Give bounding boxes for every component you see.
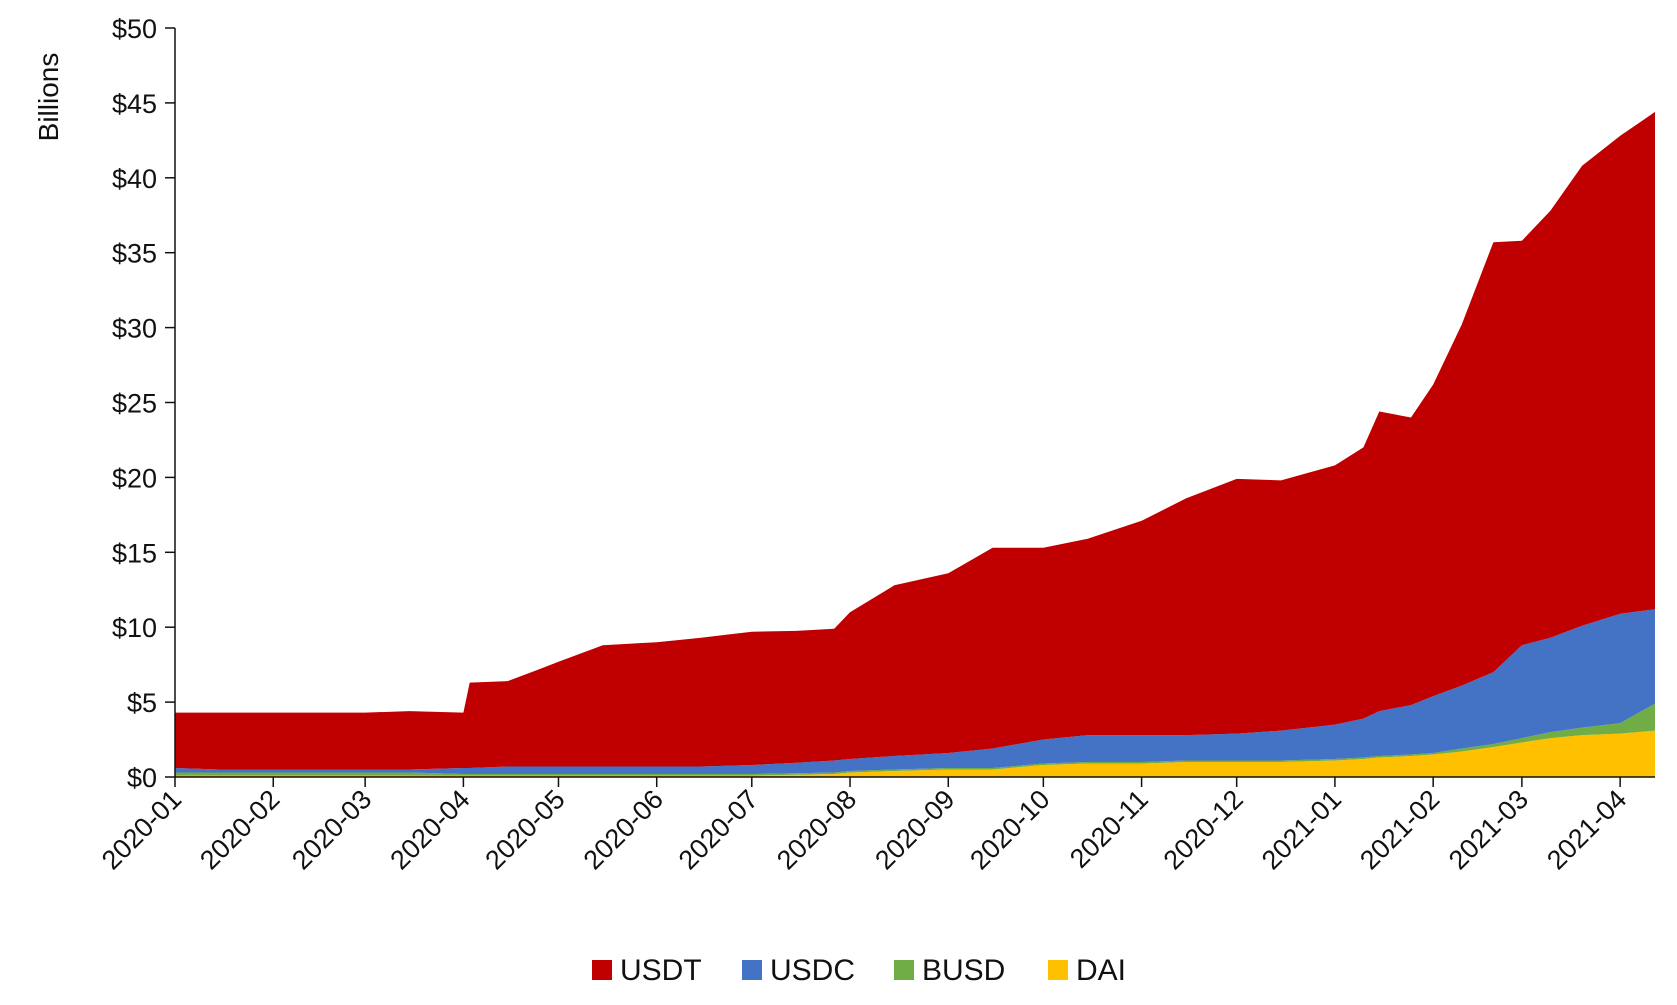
- area-dai: [175, 730, 1655, 777]
- legend-swatch: [1048, 960, 1068, 980]
- y-tick-label: $35: [112, 239, 157, 269]
- y-tick-label: $20: [112, 463, 157, 493]
- x-tick-label: 2020-05: [479, 784, 570, 875]
- x-tick-label: 2021-01: [1256, 784, 1347, 875]
- x-tick-label: 2020-02: [194, 784, 285, 875]
- series-areas: [175, 111, 1655, 777]
- x-tick-label: 2020-01: [96, 784, 187, 875]
- y-axis-ticks: $0 $5 $10 $15 $20 $25 $30 $35 $40 $45 $50: [112, 14, 175, 793]
- x-tick-label: 2020-06: [578, 784, 669, 875]
- y-tick-label: $45: [112, 89, 157, 119]
- legend-label: DAI: [1076, 954, 1126, 987]
- legend-item-usdt: USDT: [592, 954, 702, 987]
- y-tick-label: $0: [127, 763, 157, 793]
- legend-item-dai: DAI: [1048, 954, 1126, 987]
- legend-swatch: [742, 960, 762, 980]
- area-usdt: [175, 111, 1655, 770]
- y-tick-label: $5: [127, 688, 157, 718]
- x-tick-label: 2020-11: [1064, 784, 1154, 874]
- x-tick-label: 2020-12: [1158, 784, 1249, 875]
- legend-label: BUSD: [922, 954, 1005, 987]
- x-tick-label: 2021-03: [1443, 784, 1534, 875]
- legend: USDT USDC BUSD DAI: [592, 954, 1126, 987]
- area-usdc: [175, 609, 1655, 774]
- y-tick-label: $50: [112, 14, 157, 44]
- legend-label: USDT: [620, 954, 702, 987]
- legend-swatch: [592, 960, 612, 980]
- x-tick-label: 2020-03: [286, 784, 377, 875]
- x-tick-label: 2021-02: [1354, 784, 1445, 875]
- y-tick-label: $40: [112, 164, 157, 194]
- x-tick-label: 2020-07: [673, 784, 764, 875]
- y-axis-title: Billions: [33, 53, 64, 142]
- x-tick-label: 2021-04: [1541, 784, 1632, 875]
- y-tick-label: $10: [112, 613, 157, 643]
- legend-item-usdc: USDC: [742, 954, 855, 987]
- x-tick-label: 2020-08: [771, 784, 862, 875]
- legend-label: USDC: [770, 954, 855, 987]
- x-tick-label: 2020-09: [869, 784, 960, 875]
- legend-swatch: [894, 960, 914, 980]
- x-tick-label: 2020-10: [964, 784, 1055, 875]
- y-tick-label: $25: [112, 389, 157, 419]
- x-tick-label: 2020-04: [384, 784, 475, 875]
- y-tick-label: $30: [112, 314, 157, 344]
- y-tick-label: $15: [112, 538, 157, 568]
- legend-item-busd: BUSD: [894, 954, 1005, 987]
- x-axis-ticks: 2020-01 2020-02 2020-03 2020-04 2020-05 2020-…: [96, 777, 1632, 875]
